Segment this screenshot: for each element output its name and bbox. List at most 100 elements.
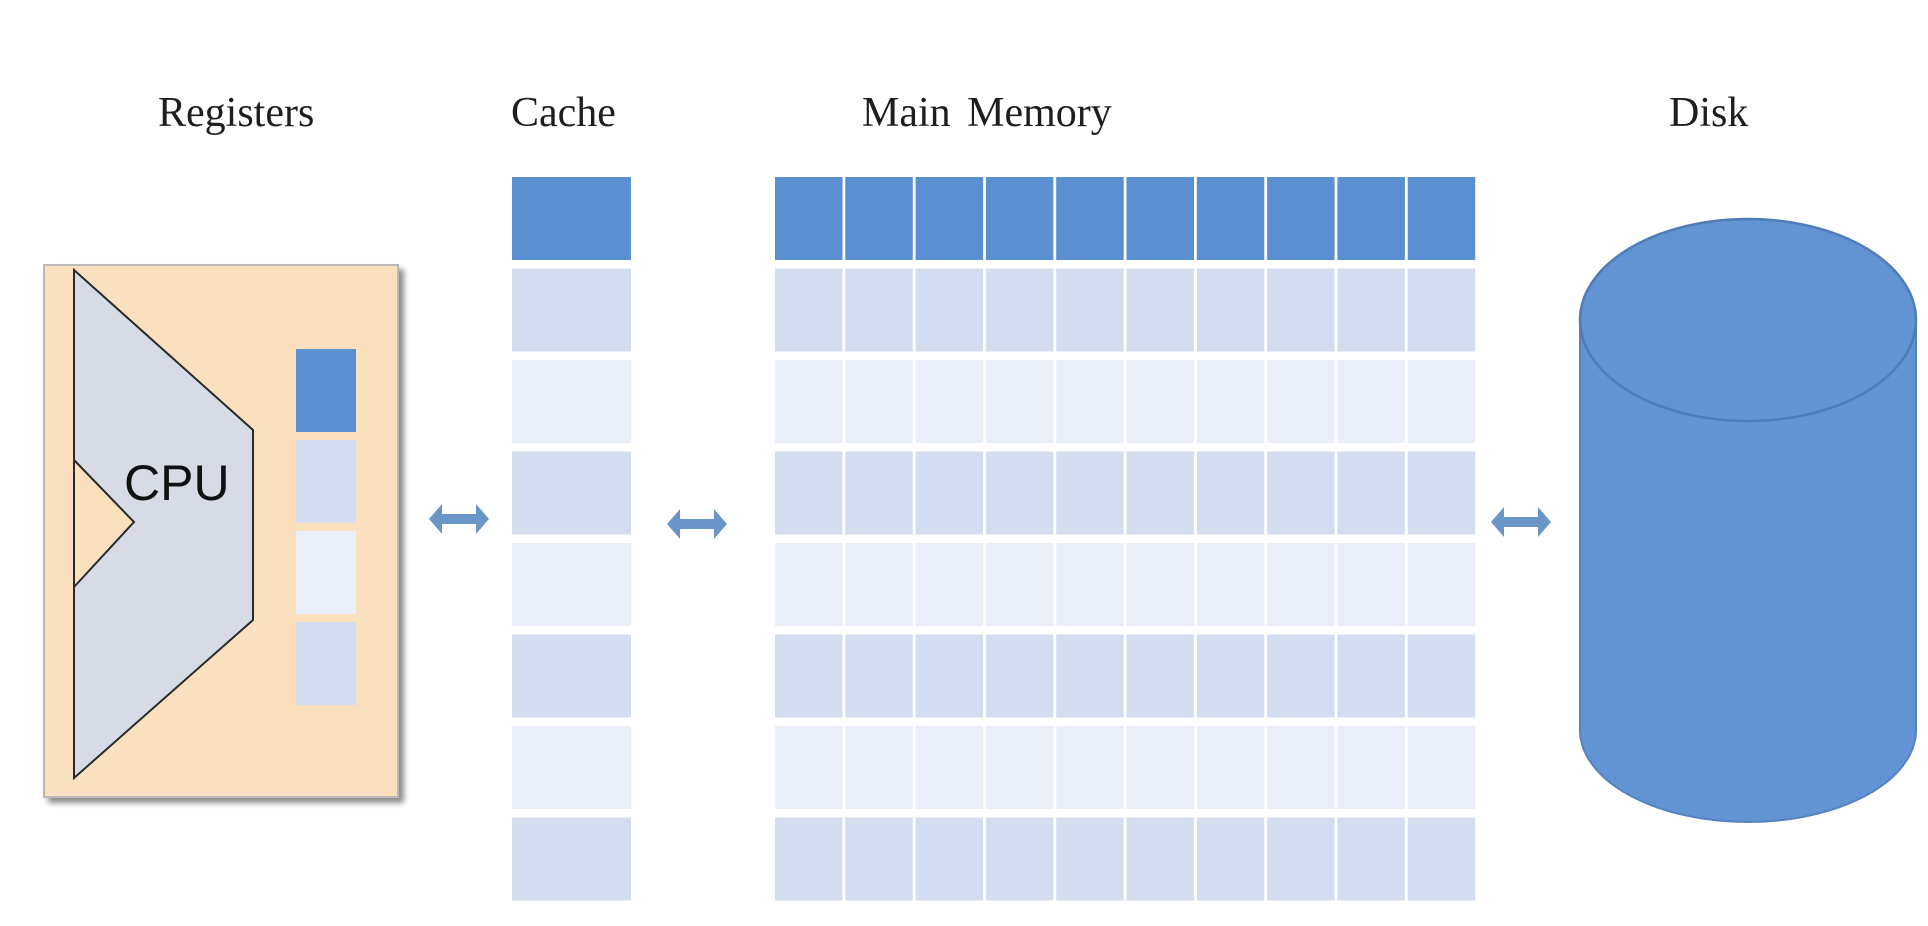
memory-cell bbox=[1196, 817, 1265, 901]
memory-cell bbox=[1196, 451, 1265, 535]
disk-heading: Disk bbox=[1669, 90, 1749, 136]
cpu-label: CPU bbox=[124, 455, 230, 511]
memory-cell bbox=[1407, 268, 1476, 352]
memory-cell bbox=[1407, 726, 1476, 809]
memory-cell bbox=[845, 451, 913, 535]
memory-cell bbox=[1056, 451, 1124, 535]
main-memory-heading: Main Memory bbox=[862, 90, 1112, 136]
cache-cell bbox=[512, 634, 631, 718]
memory-cell bbox=[1126, 726, 1194, 809]
memory-cell bbox=[1337, 543, 1405, 626]
memory-cell bbox=[1267, 451, 1335, 535]
memory-cell bbox=[1407, 817, 1476, 901]
memory-cell bbox=[1056, 177, 1124, 260]
memory-cell bbox=[1196, 177, 1265, 260]
memory-cell bbox=[775, 817, 843, 901]
main-memory-grid bbox=[775, 177, 1476, 901]
memory-cell bbox=[1126, 817, 1194, 901]
double-arrow-icon bbox=[1491, 507, 1551, 537]
memory-cell bbox=[1196, 543, 1265, 626]
memory-cell bbox=[1126, 451, 1194, 535]
memory-cell bbox=[1056, 268, 1124, 352]
memory-cell bbox=[1196, 360, 1265, 443]
registers-panel bbox=[43, 264, 399, 798]
memory-cell bbox=[1056, 817, 1124, 901]
memory-cell bbox=[1126, 543, 1194, 626]
memory-cell bbox=[985, 817, 1054, 901]
memory-cell bbox=[845, 634, 913, 718]
memory-cell bbox=[1056, 634, 1124, 718]
memory-cell bbox=[845, 268, 913, 352]
memory-cell bbox=[1337, 817, 1405, 901]
memory-cell bbox=[1267, 817, 1335, 901]
memory-cell bbox=[1407, 451, 1476, 535]
memory-cell bbox=[1267, 268, 1335, 352]
memory-cell bbox=[1407, 634, 1476, 718]
memory-cell bbox=[1267, 543, 1335, 626]
memory-cell bbox=[1196, 634, 1265, 718]
register-cell bbox=[296, 349, 356, 432]
memory-cell bbox=[1337, 177, 1405, 260]
memory-cell bbox=[1267, 726, 1335, 809]
memory-cell bbox=[775, 634, 843, 718]
cpu-shape bbox=[73, 267, 254, 781]
double-arrow-icon bbox=[667, 509, 727, 539]
memory-cell bbox=[915, 634, 984, 718]
memory-cell bbox=[1196, 268, 1265, 352]
memory-cell bbox=[1126, 360, 1194, 443]
memory-cell bbox=[985, 360, 1054, 443]
cache-cell bbox=[512, 360, 631, 443]
register-cell bbox=[296, 622, 356, 705]
memory-cell bbox=[775, 543, 843, 626]
cache-cell bbox=[512, 268, 631, 352]
disk-top bbox=[1578, 217, 1918, 423]
memory-cell bbox=[1407, 177, 1476, 260]
memory-cell bbox=[985, 451, 1054, 535]
memory-cell bbox=[775, 177, 843, 260]
disk-body bbox=[1579, 319, 1917, 823]
memory-cell bbox=[775, 268, 843, 352]
cache-cell bbox=[512, 817, 631, 901]
disk-cylinder bbox=[1578, 217, 1918, 823]
memory-cell bbox=[775, 451, 843, 535]
memory-cell bbox=[1407, 543, 1476, 626]
memory-cell bbox=[845, 177, 913, 260]
memory-cell bbox=[1337, 360, 1405, 443]
cache-cell bbox=[512, 543, 631, 626]
memory-cell bbox=[1126, 268, 1194, 352]
memory-cell bbox=[915, 360, 984, 443]
memory-cell bbox=[1337, 451, 1405, 535]
memory-cell bbox=[985, 268, 1054, 352]
registers-heading: Registers bbox=[158, 90, 315, 136]
memory-cell bbox=[1407, 360, 1476, 443]
memory-cell bbox=[985, 543, 1054, 626]
memory-cell bbox=[915, 268, 984, 352]
memory-cell bbox=[1056, 726, 1124, 809]
cpu-notch bbox=[73, 457, 136, 590]
memory-cell bbox=[845, 543, 913, 626]
memory-cell bbox=[1196, 726, 1265, 809]
memory-cell bbox=[845, 817, 913, 901]
memory-cell bbox=[775, 726, 843, 809]
memory-cell bbox=[1337, 634, 1405, 718]
memory-cell bbox=[845, 360, 913, 443]
cache-cell bbox=[512, 177, 631, 260]
cache-column bbox=[512, 177, 631, 901]
memory-cell bbox=[915, 451, 984, 535]
memory-cell bbox=[1056, 360, 1124, 443]
register-cell bbox=[296, 440, 356, 523]
memory-cell bbox=[1267, 360, 1335, 443]
memory-cell bbox=[1267, 177, 1335, 260]
cache-cell bbox=[512, 726, 631, 809]
memory-cell bbox=[1337, 268, 1405, 352]
cache-cell bbox=[512, 451, 631, 535]
double-arrow-icon bbox=[429, 504, 489, 534]
memory-cell bbox=[915, 177, 984, 260]
register-cell bbox=[296, 531, 356, 614]
memory-cell bbox=[915, 726, 984, 809]
transfer-arrows bbox=[429, 504, 1551, 539]
memory-cell bbox=[775, 360, 843, 443]
memory-cell bbox=[1056, 543, 1124, 626]
memory-cell bbox=[985, 177, 1054, 260]
